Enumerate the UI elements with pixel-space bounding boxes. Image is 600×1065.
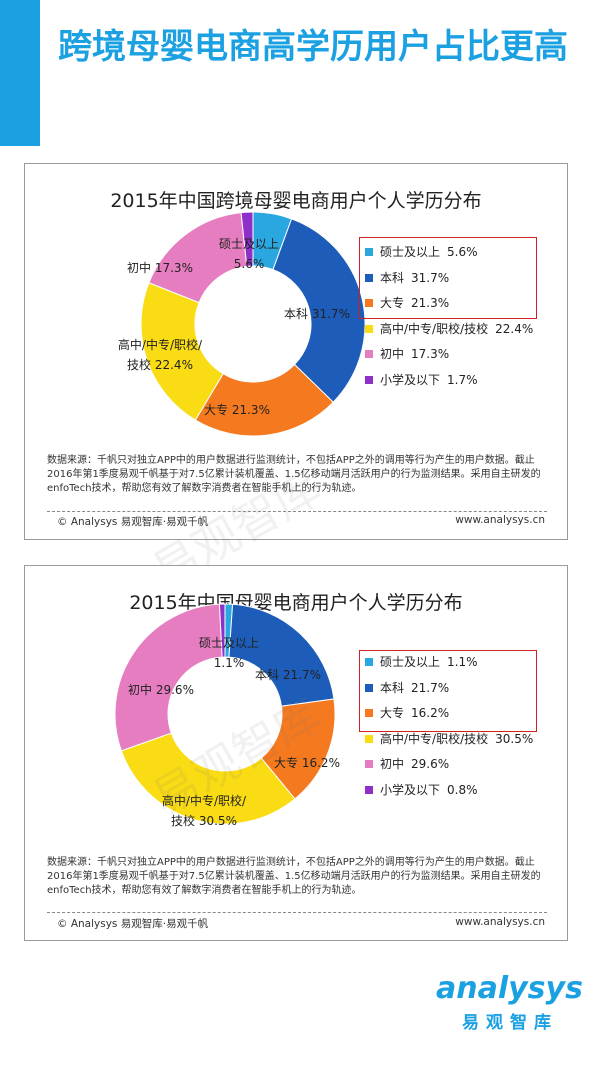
legend-swatch: [365, 760, 373, 768]
legend-label: 高中/中专/职校/技校: [380, 731, 489, 746]
chart-panel-cross-border: 2015年中国跨境母婴电商用户个人学历分布 硕士及以上 5.6% 本科 31.7% 大…: [24, 163, 568, 599]
chart-title: 2015年中国跨境母婴电商用户个人学历分布: [110, 190, 482, 212]
legend-item: 高中/中专/职校/技校 22.4%: [365, 317, 533, 343]
legend-value: 5.6%: [447, 245, 478, 259]
analysys-logo: analysys 易观智库: [436, 971, 583, 1034]
legend-value: 0.8%: [447, 782, 478, 797]
donut-slice: [240, 211, 254, 267]
legend-item: 本科 21.7%: [365, 676, 533, 702]
slice-label: 初中 17.3%: [127, 260, 193, 275]
legend-swatch: [365, 734, 373, 743]
legend-highlight-box: [359, 237, 537, 319]
legend-label: 本科: [380, 270, 405, 285]
legend-label: 小学及以下: [380, 782, 441, 797]
legend-item: 硕士及以上 1.1%: [365, 650, 533, 676]
legend-value: 1.1%: [447, 655, 478, 669]
legend-item: 大专 21.3%: [365, 291, 533, 317]
logo-subtitle: 易观智库: [462, 1013, 558, 1033]
legend-swatch: [365, 709, 373, 717]
source-note: 数据来源：千帆只对独立APP中的用户数据进行监测统计，不包括APP之外的调用等行…: [47, 455, 541, 494]
legend-swatch: [365, 785, 373, 794]
legend-value: 17.3%: [411, 347, 450, 361]
legend-item: 小学及以下 1.7%: [365, 368, 533, 394]
donut-chart-cross-border: 硕士及以上 5.6% 本科 31.7% 大专 21.3% 高中/中专/职校/技校 22.…: [118, 211, 366, 437]
legend-label: 初中: [380, 347, 405, 361]
legend-value: 30.5%: [495, 731, 534, 746]
donut-slice: [218, 603, 226, 658]
copyright-text: © Analysys 易观智库·易观千帆: [57, 516, 209, 528]
title-accent-bar: [0, 0, 40, 146]
legend-value: 21.7%: [411, 680, 450, 695]
slice-label: 高中/中专/职校/技校 22.4%: [118, 337, 203, 372]
legend-value: 16.2%: [411, 706, 450, 720]
legend-swatch: [365, 350, 373, 358]
legend-highlight-box: [359, 650, 537, 732]
source-note: 数据来源：千帆只对独立APP中的用户数据进行监测统计，不包括APP之外的调用等行…: [47, 857, 541, 896]
donut-slice: [114, 603, 223, 752]
slice-label: 初中 29.6%: [128, 682, 194, 697]
divider: [47, 511, 547, 512]
slice-label: 硕士及以上 5.6%: [219, 237, 279, 271]
legend-swatch: [365, 273, 373, 282]
chart-panel-overall: 2015年中国母婴电商用户个人学历分布 硕士及以上 1.1% 本科 21.7% 大专 …: [24, 565, 568, 941]
legend-swatch: [365, 248, 373, 256]
donut-slice: [272, 218, 366, 403]
legend-item: 本科 31.7%: [365, 266, 533, 292]
slice-label: 高中/中专/职校/技校 30.5%: [162, 793, 247, 828]
legend-swatch: [365, 658, 373, 666]
legend-item: 初中 29.6%: [365, 752, 533, 778]
legend-swatch: [365, 299, 373, 307]
donut-slice: [228, 603, 335, 707]
slice-label: 本科 31.7%: [284, 307, 350, 321]
slice-label: 本科 21.7%: [255, 668, 321, 682]
logo-wordmark: analysys: [436, 971, 583, 1006]
chart-legend: 硕士及以上 5.6% 本科 31.7% 大专 21.3% 高中/中专/职校/技校 22.…: [365, 240, 533, 393]
legend-swatch: [365, 324, 373, 333]
page-title: 跨境母婴电商高学历用户占比更高: [58, 27, 568, 67]
legend-value: 1.7%: [447, 372, 478, 387]
slice-label: 大专 16.2%: [274, 755, 340, 770]
divider: [47, 912, 547, 913]
legend-item: 初中 17.3%: [365, 342, 533, 368]
legend-value: 22.4%: [495, 321, 534, 336]
slice-label: 大专 21.3%: [204, 402, 270, 417]
chart-legend: 硕士及以上 1.1% 本科 21.7% 大专 16.2% 高中/中专/职校/技校 30.…: [365, 650, 533, 803]
legend-swatch: [365, 683, 373, 692]
legend-item: 硕士及以上 5.6%: [365, 240, 533, 266]
legend-item: 小学及以下 0.8%: [365, 778, 533, 804]
slice-label: 硕士及以上 1.1%: [199, 636, 259, 670]
legend-label: 硕士及以上: [380, 245, 441, 259]
legend-label: 大专: [380, 296, 405, 310]
website-url: www.analysys.cn: [455, 916, 545, 928]
legend-label: 初中: [380, 757, 405, 771]
legend-label: 小学及以下: [380, 372, 441, 387]
legend-label: 高中/中专/职校/技校: [380, 321, 489, 336]
legend-value: 31.7%: [411, 270, 450, 285]
legend-value: 21.3%: [411, 296, 450, 310]
legend-label: 大专: [380, 706, 405, 720]
donut-slice: [120, 732, 296, 825]
donut-chart-overall: 硕士及以上 1.1%本科 21.7% 大专 16.2% 高中/中专/职校/技校 30.…: [114, 603, 340, 828]
legend-item: 高中/中专/职校/技校 30.5%: [365, 727, 533, 753]
legend-label: 硕士及以上: [380, 655, 441, 669]
legend-swatch: [365, 375, 373, 384]
legend-value: 29.6%: [411, 757, 450, 771]
legend-item: 大专 16.2%: [365, 701, 533, 727]
donut-slice: [140, 282, 224, 421]
legend-label: 本科: [380, 680, 405, 695]
website-url: www.analysys.cn: [455, 514, 545, 526]
copyright-text: © Analysys 易观智库·易观千帆: [57, 918, 209, 930]
